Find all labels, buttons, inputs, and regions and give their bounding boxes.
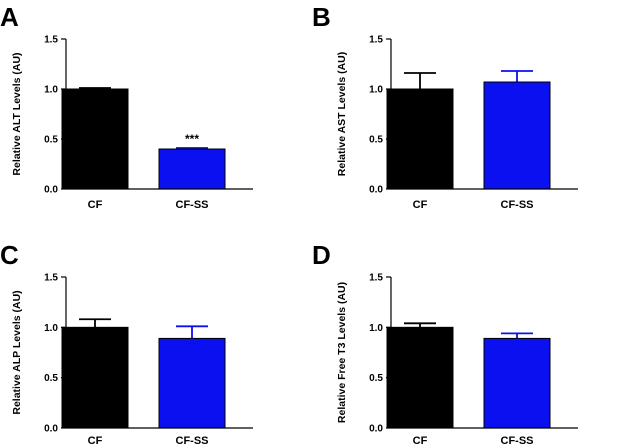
y-tick-label: 0.0	[369, 424, 383, 435]
panel-letter: D	[312, 240, 331, 270]
bar-cf	[61, 88, 129, 190]
y-tick-label: 1.5	[369, 35, 383, 46]
bar-cf-ss	[483, 81, 551, 190]
category-label-cf-ss: CF-SS	[176, 199, 209, 211]
chart-panel-b: B Relative AST Levels (AU) 0.0 0.5 1.0 1.5 CF C…	[312, 2, 578, 211]
y-tick-label: 1.0	[44, 323, 58, 334]
bar-cf-ss	[158, 148, 226, 190]
bar-cf	[386, 88, 454, 190]
y-tick-label: 1.5	[369, 273, 383, 284]
significance-annotation: ***	[185, 132, 199, 146]
panel-letter: A	[0, 2, 19, 32]
category-label-cf: CF	[88, 435, 103, 446]
y-tick-label: 1.0	[369, 323, 383, 334]
y-axis-title: Relative Free T3 Levels (AU)	[336, 282, 348, 423]
category-label-cf: CF	[88, 199, 103, 211]
panel-letter: B	[312, 2, 331, 32]
chart-panel-a: A Relative ALT Levels (AU) 0.0 0.5 1.0 1.5 CF C…	[0, 2, 253, 211]
bar-cf	[386, 326, 454, 429]
y-tick-label: 1.0	[369, 85, 383, 96]
chart-panel-d: D Relative Free T3 Levels (AU) 0.0 0.5 1.0 1.…	[312, 240, 578, 446]
y-tick-label: 1.5	[44, 273, 58, 284]
category-label-cf: CF	[413, 435, 428, 446]
y-tick-label: 0.5	[44, 373, 58, 384]
y-tick-label: 0.0	[44, 185, 58, 196]
y-tick-label: 0.0	[369, 185, 383, 196]
y-tick-label: 0.5	[44, 135, 58, 146]
bar-cf-ss	[158, 337, 226, 429]
category-label-cf-ss: CF-SS	[501, 435, 534, 446]
bar-cf-ss	[483, 337, 551, 429]
y-tick-label: 0.5	[369, 373, 383, 384]
category-label-cf: CF	[413, 199, 428, 211]
y-tick-label: 0.5	[369, 135, 383, 146]
y-tick-label: 1.0	[44, 85, 58, 96]
y-tick-label: 1.5	[44, 35, 58, 46]
category-label-cf-ss: CF-SS	[501, 199, 534, 211]
chart-panel-c: C Relative ALP Levels (AU) 0.0 0.5 1.0 1.5 CF C…	[0, 240, 253, 446]
y-axis-title: Relative ALT Levels (AU)	[11, 52, 23, 175]
category-label-cf-ss: CF-SS	[176, 435, 209, 446]
bar-cf	[61, 326, 129, 429]
y-axis-title: Relative ALP Levels (AU)	[11, 290, 23, 414]
panel-letter: C	[0, 240, 19, 270]
y-axis-title: Relative AST Levels (AU)	[336, 52, 348, 176]
y-tick-label: 0.0	[44, 424, 58, 435]
